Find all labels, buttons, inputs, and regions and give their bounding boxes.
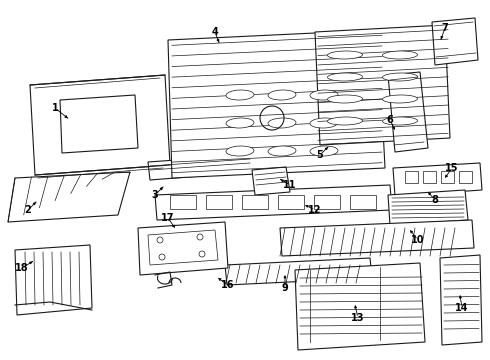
Bar bbox=[278, 195, 304, 209]
Ellipse shape bbox=[226, 118, 254, 128]
Polygon shape bbox=[440, 255, 482, 345]
Ellipse shape bbox=[310, 146, 338, 156]
Bar bbox=[350, 195, 376, 209]
Text: 9: 9 bbox=[282, 283, 289, 293]
Ellipse shape bbox=[327, 73, 363, 81]
Polygon shape bbox=[252, 167, 290, 195]
Ellipse shape bbox=[226, 146, 254, 156]
Ellipse shape bbox=[383, 95, 417, 103]
Bar bbox=[206, 195, 232, 209]
Ellipse shape bbox=[327, 117, 363, 125]
Ellipse shape bbox=[268, 118, 296, 128]
Text: 17: 17 bbox=[161, 213, 175, 223]
Polygon shape bbox=[432, 18, 478, 65]
Bar bbox=[441, 171, 454, 183]
Polygon shape bbox=[30, 75, 170, 175]
Text: 1: 1 bbox=[51, 103, 58, 113]
Text: 2: 2 bbox=[24, 205, 31, 215]
Polygon shape bbox=[148, 230, 218, 265]
Bar bbox=[242, 195, 268, 209]
Polygon shape bbox=[315, 25, 450, 145]
Polygon shape bbox=[155, 185, 392, 220]
Bar bbox=[170, 195, 196, 209]
Text: 3: 3 bbox=[151, 190, 158, 200]
Polygon shape bbox=[388, 72, 428, 152]
Polygon shape bbox=[8, 172, 130, 222]
Polygon shape bbox=[295, 263, 425, 350]
Bar bbox=[459, 171, 472, 183]
Text: 15: 15 bbox=[445, 163, 459, 173]
Text: 16: 16 bbox=[221, 280, 235, 290]
Text: 10: 10 bbox=[411, 235, 425, 245]
Ellipse shape bbox=[268, 146, 296, 156]
Ellipse shape bbox=[383, 117, 417, 125]
Text: 4: 4 bbox=[212, 27, 219, 37]
Ellipse shape bbox=[327, 95, 363, 103]
Text: 18: 18 bbox=[15, 263, 29, 273]
Polygon shape bbox=[280, 220, 474, 256]
Text: 12: 12 bbox=[308, 205, 322, 215]
Text: 6: 6 bbox=[387, 115, 393, 125]
Ellipse shape bbox=[310, 118, 338, 128]
Polygon shape bbox=[388, 190, 468, 225]
Polygon shape bbox=[393, 163, 482, 196]
Text: 8: 8 bbox=[432, 195, 439, 205]
Text: 13: 13 bbox=[351, 313, 365, 323]
Ellipse shape bbox=[383, 73, 417, 81]
Polygon shape bbox=[148, 155, 252, 180]
Polygon shape bbox=[15, 245, 92, 315]
Ellipse shape bbox=[310, 90, 338, 100]
Ellipse shape bbox=[327, 51, 363, 59]
Polygon shape bbox=[138, 222, 228, 275]
Ellipse shape bbox=[226, 90, 254, 100]
Text: 11: 11 bbox=[283, 180, 297, 190]
Polygon shape bbox=[60, 95, 138, 153]
Bar bbox=[405, 171, 418, 183]
Ellipse shape bbox=[268, 90, 296, 100]
Bar bbox=[423, 171, 436, 183]
Text: 7: 7 bbox=[441, 23, 448, 33]
Text: 5: 5 bbox=[317, 150, 323, 160]
Polygon shape bbox=[225, 258, 372, 285]
Text: 14: 14 bbox=[455, 303, 469, 313]
Polygon shape bbox=[168, 30, 385, 178]
Bar bbox=[314, 195, 340, 209]
Ellipse shape bbox=[383, 51, 417, 59]
